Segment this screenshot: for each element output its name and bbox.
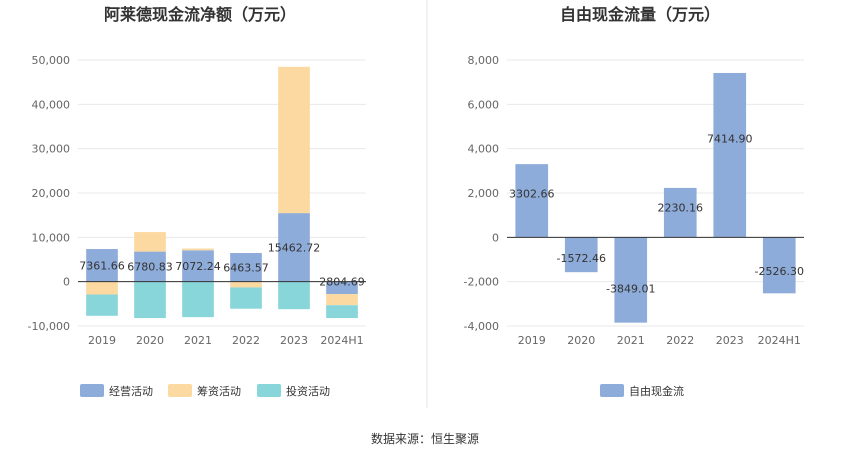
bar (86, 294, 118, 316)
bar (326, 305, 358, 319)
x-tick-label: 2021 (184, 334, 212, 347)
bar (182, 250, 214, 282)
bar (134, 281, 166, 319)
bar (230, 281, 262, 288)
legend-label: 经营活动 (109, 384, 153, 398)
data-label: 2804.69 (319, 276, 365, 289)
data-label: 6463.57 (223, 261, 269, 274)
data-label: -1572.46 (557, 252, 606, 265)
bar (663, 187, 697, 238)
cash-flow-net-chart: 阿莱德现金流净额（万元） -10,000 0 10,000 20,000 30,000 4… (28, 5, 366, 398)
bar (515, 164, 549, 238)
x-tick-label: 2019 (88, 334, 116, 347)
y-tick-label: 0 (492, 231, 499, 244)
y-tick-label: 8,000 (468, 54, 500, 67)
free-cash-flow-chart: 自由现金流量（万元） -4,000 -2,000 0 2,000 4,000 6,000 8… (464, 5, 804, 398)
y-tick-label: 4,000 (468, 143, 500, 156)
bar (278, 66, 310, 214)
y-tick-label: 40,000 (32, 98, 71, 111)
bar (230, 253, 262, 282)
bar (326, 294, 358, 306)
chart-title: 阿莱德现金流净额（万元） (104, 5, 296, 24)
y-tick-label: 30,000 (32, 143, 71, 156)
bar (134, 232, 166, 252)
y-tick-label: 6,000 (468, 98, 500, 111)
x-tick-label: 2024H1 (758, 334, 801, 347)
legend-swatch (257, 384, 281, 397)
x-tick-label: 2023 (716, 334, 744, 347)
bar (564, 237, 598, 273)
y-tick-label: -4,000 (464, 320, 499, 333)
x-tick-label: 2022 (666, 334, 694, 347)
data-label: 7361.66 (79, 259, 125, 272)
bar (182, 281, 214, 318)
y-tick-label: 0 (63, 276, 70, 289)
data-label: -2526.30 (755, 265, 804, 278)
legend-swatch (80, 384, 104, 397)
y-tick-label: 10,000 (32, 231, 71, 244)
y-tick-label: 50,000 (32, 54, 71, 67)
data-source-label: 数据来源：恒生聚源 (371, 431, 479, 446)
data-label: 3302.66 (509, 187, 555, 200)
bar (182, 248, 214, 251)
x-tick-label: 2023 (280, 334, 308, 347)
legend-swatch (168, 384, 192, 397)
y-tick-label: 20,000 (32, 187, 71, 200)
data-label: 6780.83 (127, 261, 173, 274)
bar (278, 213, 310, 282)
chart-title: 自由现金流量（万元） (560, 5, 720, 24)
y-tick-label: 2,000 (468, 187, 500, 200)
x-tick-label: 2019 (518, 334, 546, 347)
data-label: 2230.16 (658, 202, 704, 215)
legend-swatch (600, 384, 624, 397)
bar (326, 281, 358, 295)
bar (278, 281, 310, 310)
data-label: 7414.90 (707, 133, 753, 146)
x-tick-label: 2020 (136, 334, 164, 347)
y-tick-label: -10,000 (28, 320, 70, 333)
legend-label: 筹资活动 (197, 384, 241, 398)
x-tick-label: 2022 (232, 334, 260, 347)
x-tick-label: 2021 (617, 334, 645, 347)
legend-label: 自由现金流 (629, 384, 684, 398)
bar (86, 281, 118, 295)
x-tick-label: 2020 (567, 334, 595, 347)
bar (134, 251, 166, 282)
x-tick-label: 2024H1 (320, 334, 363, 347)
y-tick-label: -2,000 (464, 276, 499, 289)
bar (713, 72, 747, 238)
bar (230, 287, 262, 309)
legend-label: 投资活动 (286, 384, 330, 398)
bar (762, 237, 796, 294)
data-label: 15462.72 (268, 241, 321, 254)
data-label: -3849.01 (606, 283, 655, 296)
data-label: 7072.24 (175, 260, 221, 273)
bar (86, 249, 118, 282)
bar (614, 237, 648, 323)
